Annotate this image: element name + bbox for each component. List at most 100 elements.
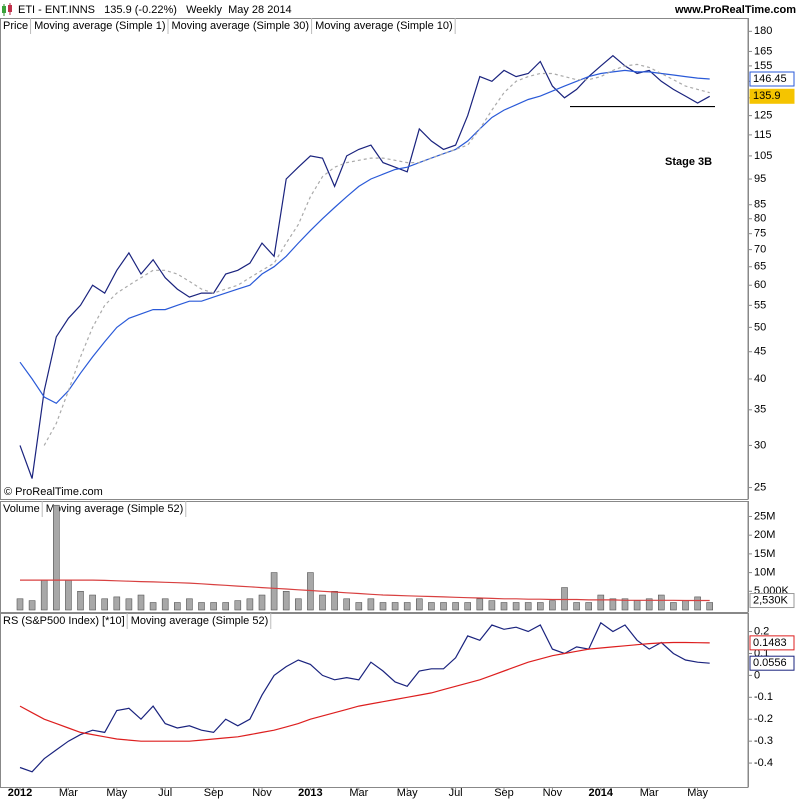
y-tick-label: 55 — [754, 299, 766, 311]
value-tag-label: 0.1483 — [753, 637, 787, 649]
volume-bar — [258, 594, 266, 611]
volume-bar — [391, 602, 399, 611]
x-tick-label: Mar — [349, 787, 368, 799]
volume-bar — [379, 602, 387, 611]
series-line — [19, 54, 710, 479]
volume-bar — [512, 602, 520, 611]
y-tick-label: 50 — [754, 321, 766, 333]
volume-bar — [294, 598, 302, 611]
volume-bar — [113, 596, 121, 611]
x-tick-label: 2012 — [8, 787, 32, 799]
annotation: © ProRealTime.com — [4, 486, 103, 498]
y-tick-label: 75 — [754, 228, 766, 240]
header-site: www.ProRealTime.com — [674, 4, 796, 16]
volume-bar — [415, 598, 423, 611]
volume-bar — [210, 602, 217, 611]
legend-entry: Moving average (Simple 30) — [172, 20, 310, 32]
y-tick-label: 25 — [754, 481, 766, 493]
y-tick-label: 65 — [754, 261, 766, 273]
x-tick-label: Jul — [449, 787, 463, 799]
value-tag — [749, 593, 795, 609]
y-tick-label: 155 — [754, 60, 772, 72]
volume-bar — [270, 572, 278, 611]
volume-bar — [609, 598, 617, 611]
x-tick-label: May — [106, 787, 127, 799]
volume-bar — [694, 596, 701, 611]
y-tick-label: -0.1 — [754, 691, 773, 703]
volume-bar — [440, 602, 447, 611]
volume-bar — [706, 602, 714, 611]
x-tick-label: May — [397, 787, 418, 799]
volume-bar — [621, 598, 629, 611]
volume-bar — [657, 594, 665, 611]
x-tick-label: May — [687, 787, 708, 799]
volume-bar — [331, 590, 338, 611]
series-line — [19, 69, 710, 405]
legend-entry: Volume — [3, 503, 40, 515]
x-tick-label: Jul — [158, 787, 172, 799]
volume-bar — [186, 598, 193, 611]
x-tick-label: Nov — [543, 787, 563, 799]
volume-bar — [222, 602, 229, 611]
volume-bar — [16, 598, 24, 611]
volume-bar — [367, 598, 375, 611]
y-tick-label: 125 — [754, 110, 772, 122]
volume-bar — [307, 572, 314, 611]
volume-bar — [40, 579, 48, 611]
value-tag — [749, 655, 795, 671]
volume-bar — [161, 598, 169, 611]
header-title: ETI - ENT.INNS 135.9 (-0.22%) Weekly May… — [18, 4, 292, 16]
series-line — [43, 63, 710, 446]
y-tick-label: 70 — [754, 244, 766, 256]
value-tag-label: 0.0556 — [753, 657, 787, 669]
value-tag — [749, 88, 795, 104]
volume-bar — [89, 594, 96, 611]
y-tick-label: 30 — [754, 439, 766, 451]
legend-entry: Moving average (Simple 52) — [46, 503, 184, 515]
volume-bar — [52, 504, 60, 611]
y-tick-label: 35 — [754, 404, 766, 416]
value-tag-label: 135.9 — [753, 90, 781, 102]
y-tick-label: 20M — [754, 529, 775, 541]
x-tick-label: 2014 — [589, 787, 614, 799]
y-tick-label: 115 — [754, 129, 772, 141]
volume-bar — [77, 590, 84, 611]
volume-bar — [403, 602, 411, 611]
volume-bar — [343, 598, 351, 611]
y-tick-label: -0.4 — [754, 757, 773, 769]
y-tick-label: 165 — [754, 45, 772, 57]
legend-entry: RS (S&P500 Index) [*10] — [3, 615, 125, 627]
volume-bar — [645, 598, 653, 611]
volume-bar — [198, 602, 205, 611]
y-tick-label: 80 — [754, 213, 766, 225]
volume-bar — [282, 590, 290, 611]
volume-bar — [452, 602, 459, 611]
volume-bar — [573, 602, 580, 611]
y-tick-label: 0 — [754, 669, 760, 681]
x-tick-label: Mar — [640, 787, 659, 799]
volume-bar — [319, 594, 326, 611]
y-tick-label: 180 — [754, 25, 772, 37]
y-tick-label: -0.3 — [754, 735, 773, 747]
x-tick-label: Sep — [204, 787, 224, 799]
legend-entry: Moving average (Simple 52) — [131, 615, 269, 627]
value-tag — [749, 635, 795, 651]
value-tag-label: 2,530K — [753, 594, 789, 606]
y-tick-label: 0.2 — [754, 625, 769, 637]
legend-entry: Moving average (Simple 10) — [315, 20, 453, 32]
volume-bar — [524, 602, 532, 611]
volume-bar — [28, 600, 36, 611]
volume-bar — [682, 600, 689, 611]
y-tick-label: 60 — [754, 279, 766, 291]
x-tick-label: Mar — [59, 787, 78, 799]
y-tick-label: 105 — [754, 150, 772, 162]
volume-bar — [355, 602, 363, 611]
annotation: Stage 3B — [665, 156, 712, 168]
series-line — [19, 641, 710, 742]
volume-bar — [428, 602, 435, 611]
volume-bar — [464, 602, 472, 611]
x-tick-label: Sep — [494, 787, 514, 799]
volume-bar — [585, 602, 593, 611]
